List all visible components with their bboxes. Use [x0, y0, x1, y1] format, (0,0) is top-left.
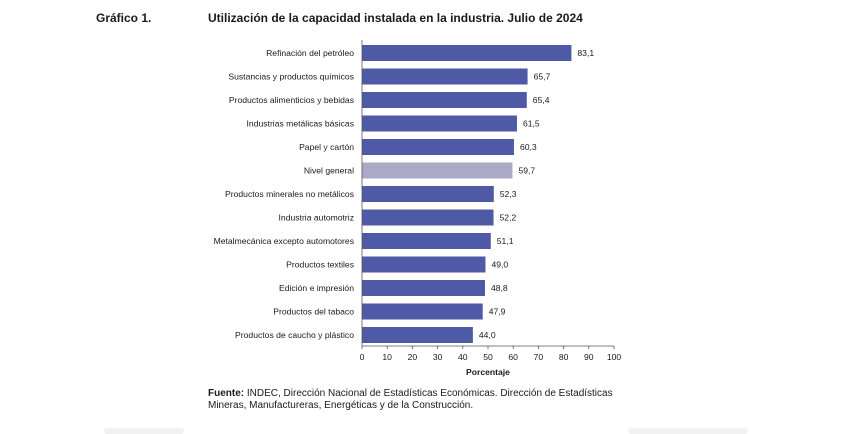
x-tick-label: 20	[408, 352, 418, 362]
figure-label: Gráfico 1.	[96, 11, 152, 25]
bar	[362, 68, 528, 85]
data-label: 83,1	[577, 48, 594, 58]
data-label: 51,1	[497, 236, 514, 246]
data-label: 48,8	[491, 283, 508, 293]
category-label: Productos alimenticios y bebidas	[229, 95, 354, 105]
data-label: 60,3	[520, 142, 537, 152]
bar	[362, 327, 473, 343]
data-label: 52,2	[500, 213, 517, 223]
data-label: 61,5	[523, 119, 540, 129]
x-tick-label: 90	[584, 352, 594, 362]
category-label: Refinación del petróleo	[266, 48, 354, 58]
source-label: Fuente:	[208, 388, 245, 399]
bar	[362, 139, 514, 155]
category-label: Sustancias y productos químicos	[228, 72, 354, 82]
category-label: Metalmecánica excepto automotores	[214, 236, 354, 246]
x-tick-label: 100	[607, 352, 622, 362]
category-label: Edición e impresión	[279, 283, 354, 293]
page-edge-right	[628, 428, 748, 434]
x-tick-label: 80	[559, 352, 569, 362]
category-label: Nivel general	[304, 166, 354, 176]
bar	[362, 303, 483, 320]
bar	[362, 115, 517, 132]
data-label: 65,7	[534, 72, 551, 82]
category-label: Industrias metálicas básicas	[247, 119, 354, 129]
bar	[362, 280, 485, 296]
x-tick-label: 60	[508, 352, 518, 362]
x-tick-label: 10	[382, 352, 392, 362]
x-tick-label: 50	[483, 352, 493, 362]
x-axis-label: Porcentaje	[466, 367, 510, 377]
chart-title: Utilización de la capacidad instalada en…	[208, 11, 583, 25]
x-tick-label: 70	[534, 352, 544, 362]
bar	[362, 233, 491, 249]
category-label: Productos del tabaco	[273, 307, 354, 317]
bar	[362, 209, 494, 226]
x-tick-label: 30	[433, 352, 443, 362]
bar	[362, 186, 494, 202]
bar-chart: Refinación del petróleo 83,1 Sustancias y …	[214, 40, 622, 377]
x-tick-label: 40	[458, 352, 468, 362]
data-label: 44,0	[479, 330, 496, 340]
page-edge-left	[104, 428, 184, 434]
category-label: Productos de caucho y plástico	[235, 330, 354, 340]
category-label: Industria automotriz	[279, 213, 354, 223]
bar	[362, 45, 572, 61]
data-label: 49,0	[491, 260, 508, 270]
x-tick-label: 0	[360, 352, 365, 362]
source-text: INDEC, Dirección Nacional de Estadística…	[208, 388, 613, 411]
bar	[362, 256, 486, 273]
category-label: Productos minerales no metálicos	[225, 189, 354, 199]
bar	[362, 92, 527, 108]
data-label: 47,9	[489, 307, 506, 317]
data-label: 59,7	[518, 166, 535, 176]
data-label: 65,4	[533, 95, 550, 105]
category-label: Papel y cartón	[299, 142, 354, 152]
bar	[362, 162, 513, 179]
category-label: Productos textiles	[286, 260, 354, 270]
data-label: 52,3	[500, 189, 517, 199]
source-note: Fuente: INDEC, Dirección Nacional de Est…	[208, 388, 628, 412]
